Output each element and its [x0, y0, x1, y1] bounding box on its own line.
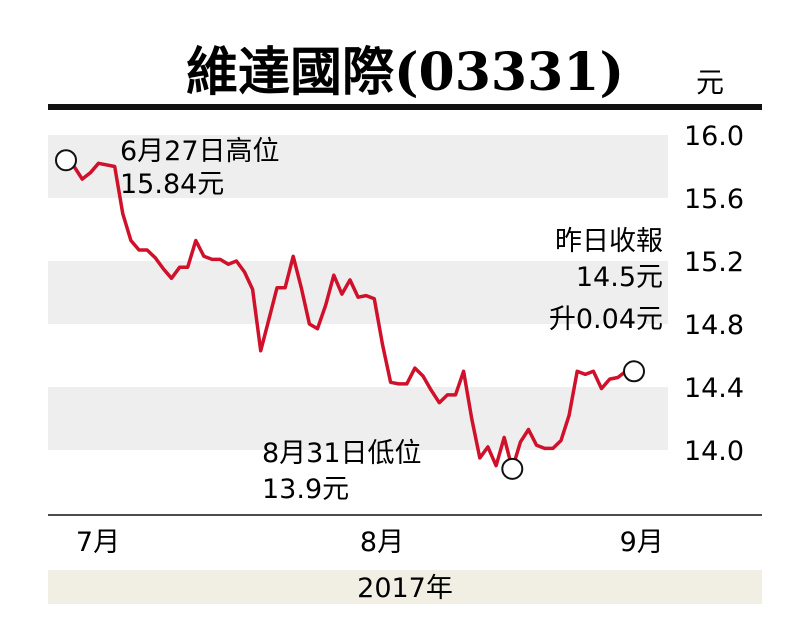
- x-axis: 7月 8月 9月: [76, 527, 664, 558]
- markers: [55, 149, 645, 480]
- marker-close: [623, 360, 645, 383]
- annotation-high: 6月27日高位 15.84元: [120, 136, 280, 200]
- month-label: 8月: [360, 527, 404, 558]
- y-tick-label: 15.6: [684, 184, 744, 215]
- x-axis-label: 2017年: [357, 573, 453, 604]
- chart-title: 維達國際(03331): [186, 42, 624, 103]
- unit-label: 元: [696, 66, 724, 99]
- annotation-close-line3: 升0.04元: [549, 304, 663, 335]
- price-line: [64, 158, 636, 471]
- y-axis: 16.0 15.6 15.2 14.8 14.4 14.0: [684, 121, 744, 467]
- annotation-high-line1: 6月27日高位: [120, 136, 280, 167]
- grid-band: [48, 261, 668, 324]
- annotation-low-line2: 13.9元: [262, 474, 349, 505]
- y-tick-label: 14.8: [684, 310, 744, 341]
- month-label: 9月: [620, 527, 664, 558]
- y-tick-label: 14.4: [684, 373, 744, 404]
- annotation-low: 8月31日低位 13.9元: [262, 438, 422, 505]
- marker-high: [55, 149, 77, 172]
- annotation-high-line2: 15.84元: [120, 169, 224, 200]
- marker-low: [501, 457, 524, 480]
- annotation-close-line1: 昨日收報: [555, 226, 663, 257]
- annotation-close: 昨日收報 14.5元 升0.04元: [549, 226, 663, 335]
- annotation-low-line1: 8月31日低位: [262, 438, 422, 469]
- year-band: [48, 570, 762, 604]
- grid-bands: [48, 135, 668, 450]
- y-tick-label: 14.0: [684, 436, 744, 467]
- y-tick-label: 15.2: [684, 247, 744, 278]
- annotation-close-line2: 14.5元: [576, 262, 663, 293]
- y-tick-label: 16.0: [684, 121, 744, 152]
- grid-band: [48, 387, 668, 450]
- month-label: 7月: [76, 527, 120, 558]
- grid-band: [48, 135, 668, 198]
